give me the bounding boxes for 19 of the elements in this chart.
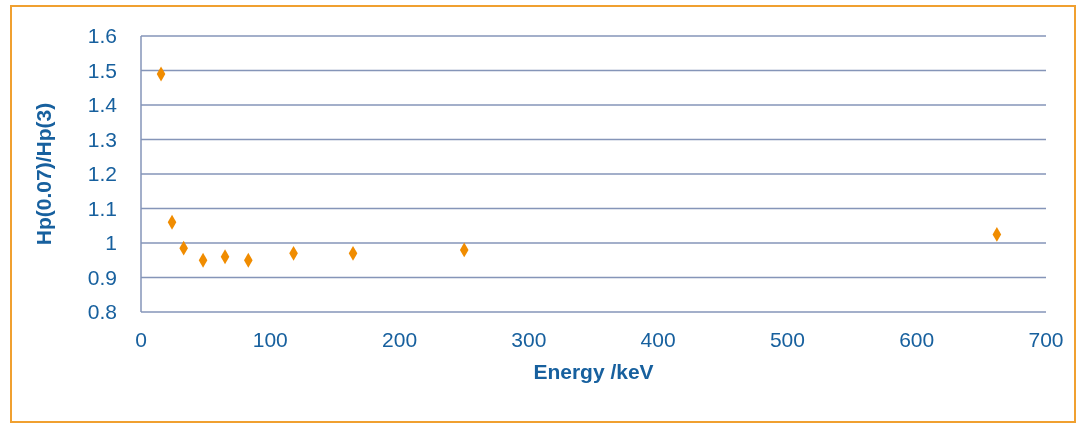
x-axis-title: Energy /keV [533,359,654,383]
x-tick-label: 500 [769,327,805,351]
y-tick-label: 1.1 [87,196,117,220]
x-tick-label: 400 [640,327,676,351]
x-tick-label: 0 [135,327,147,351]
x-tick-label: 300 [511,327,547,351]
x-tick-label: 100 [252,327,288,351]
y-tick-label: 0.9 [87,265,117,289]
y-tick-label: 1.6 [87,24,117,48]
y-tick-label: 1 [105,231,117,255]
x-tick-label: 200 [382,327,418,351]
y-tick-label: 1.3 [87,127,117,151]
y-axis-title: Hp(0.07)/Hp(3) [32,102,56,246]
y-tick-label: 1.4 [87,93,118,117]
y-tick-label: 0.8 [87,300,117,324]
y-tick-label: 1.2 [87,162,117,186]
x-tick-label: 700 [1028,327,1064,351]
y-tick-label: 1.5 [87,58,117,82]
x-tick-label: 600 [899,327,935,351]
